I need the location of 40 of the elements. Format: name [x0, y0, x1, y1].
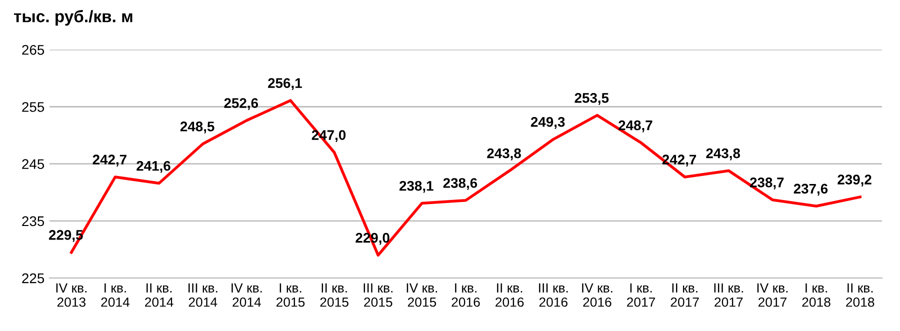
x-tick-label: IV кв. 2016: [582, 283, 612, 307]
x-tick-label: I кв. 2018: [802, 283, 830, 307]
data-label: 243,8: [487, 148, 521, 160]
data-label: 248,5: [180, 122, 214, 134]
data-label: 248,7: [618, 120, 652, 132]
x-tick-label: II кв. 2015: [320, 283, 348, 307]
data-label: 237,6: [794, 184, 828, 196]
x-tick-label: II кв. 2016: [496, 283, 524, 307]
data-label: 241,6: [136, 160, 170, 173]
y-axis-title: тыс. руб./кв. м: [14, 10, 132, 26]
data-label: 243,8: [706, 148, 740, 160]
y-tick-label: 255: [22, 102, 44, 112]
x-tick-label: IV кв. 2017: [757, 283, 788, 307]
x-tick-label: III кв. 2015: [364, 283, 392, 307]
data-label: 249,3: [530, 116, 565, 129]
x-tick-label: IV кв. 2015: [406, 283, 438, 307]
data-label: 242,7: [92, 154, 126, 167]
x-tick-label: III кв. 2017: [714, 283, 743, 307]
x-tick-label: II кв. 2017: [670, 283, 699, 307]
x-tick-label: III кв. 2014: [188, 283, 218, 307]
y-tick-label: 245: [22, 159, 44, 170]
x-tick-label: I кв. 2017: [627, 283, 656, 307]
data-label: 238,7: [750, 178, 784, 190]
data-label: 256,1: [268, 78, 302, 90]
x-tick-label: IV кв. 2014: [232, 283, 262, 307]
data-label: 239,2: [838, 174, 872, 187]
y-tick-label: 235: [22, 216, 44, 226]
x-tick-label: IV кв. 2013: [56, 283, 86, 307]
x-tick-label: I кв. 2016: [452, 283, 480, 307]
x-tick-label: III кв. 2016: [539, 283, 568, 307]
data-label: 238,6: [443, 178, 478, 190]
x-tick-label: II кв. 2014: [145, 283, 174, 307]
x-tick-label: I кв. 2015: [276, 283, 305, 307]
y-tick-label: 225: [22, 273, 44, 284]
x-tick-label: II кв. 2018: [846, 283, 874, 307]
y-tick-label: 265: [22, 44, 44, 55]
x-tick-label: I кв. 2014: [101, 283, 130, 307]
data-label: 238,1: [399, 180, 434, 193]
data-label: 253,5: [574, 93, 609, 105]
data-label: 252,6: [224, 98, 258, 110]
